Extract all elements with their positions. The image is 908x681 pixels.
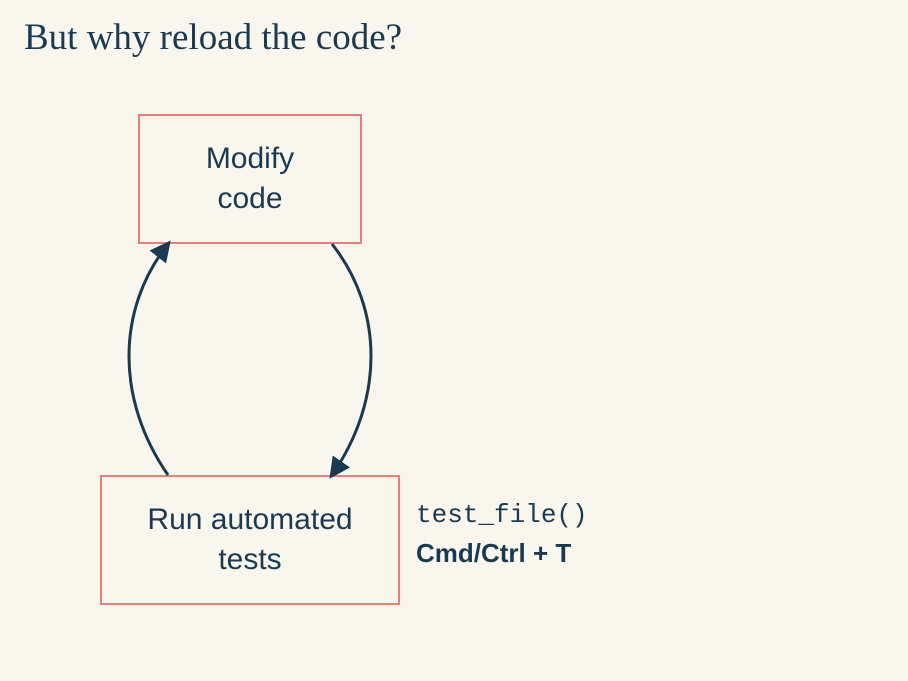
annotation-code-call: test_file() <box>416 500 588 530</box>
arrow-modify-to-tests <box>332 244 371 475</box>
arrow-tests-to-modify <box>129 244 168 475</box>
slide-title: But why reload the code? <box>24 16 402 59</box>
node-modify-label: Modifycode <box>206 139 294 220</box>
node-run-tests: Run automatedtests <box>100 475 400 605</box>
annotation-keyboard-shortcut: Cmd/Ctrl + T <box>416 538 571 569</box>
node-run-tests-label: Run automatedtests <box>147 500 352 581</box>
node-modify-code: Modifycode <box>138 114 362 244</box>
